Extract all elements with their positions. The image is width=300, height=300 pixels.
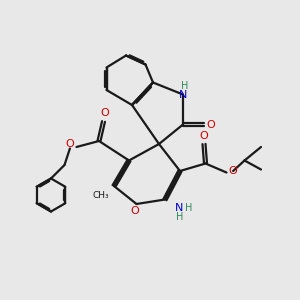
Text: O: O — [100, 108, 109, 118]
Text: O: O — [206, 119, 215, 130]
Text: H: H — [181, 81, 188, 91]
Text: O: O — [130, 206, 140, 216]
Text: H: H — [185, 203, 192, 213]
Text: N: N — [175, 203, 184, 213]
Text: O: O — [200, 131, 208, 141]
Text: N: N — [179, 90, 187, 100]
Text: H: H — [176, 212, 183, 223]
Text: CH₃: CH₃ — [92, 190, 109, 200]
Text: O: O — [229, 166, 238, 176]
Text: O: O — [65, 139, 74, 149]
